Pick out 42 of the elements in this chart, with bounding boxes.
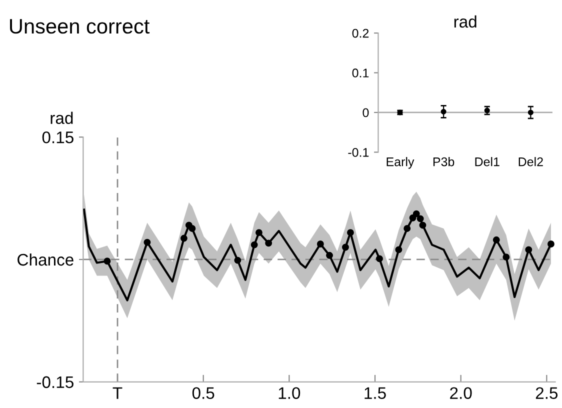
x-tick-label: Early [386,157,414,169]
y-tick-label: 0 [362,108,369,118]
chart-title: Unseen correct [10,19,150,34]
point [104,258,111,265]
point [525,246,532,254]
x-tick-label: 0.5 [192,387,214,399]
y-tick-label: Chance [18,253,74,266]
point [419,222,426,229]
point [376,255,383,262]
point [316,240,324,248]
x-tick-label: 2.5 [536,387,558,399]
point [404,225,411,232]
y-tick-label: 0.2 [352,28,369,38]
y-tick-label: 0.1 [352,68,369,78]
x-tick-label: T [112,387,122,399]
x-tick-label: Del2 [518,157,543,166]
point [492,236,500,244]
point [326,252,333,259]
y-tick-label: 0.15 [42,131,74,144]
y-tick-label: -0.15 [36,376,74,388]
x-tick-label: 1.5 [364,387,386,399]
y-axis-title: rad [50,112,73,124]
x-tick-label: P3b [433,157,454,166]
point [234,256,242,264]
point [255,229,262,236]
point [180,234,188,242]
x-tick-label: Del1 [475,157,500,166]
chart-title: rad [454,15,476,28]
point [547,240,554,248]
y-tick-label: -0.1 [348,148,369,157]
point [265,240,272,247]
point [395,246,402,254]
point [342,244,349,251]
point [144,238,151,246]
x-tick-label: 2.0 [450,387,472,399]
point [416,215,424,222]
point [250,241,258,248]
point [346,229,354,236]
point [188,225,196,232]
point [502,254,510,261]
point [412,210,420,218]
x-tick-label: 1.0 [278,387,300,399]
